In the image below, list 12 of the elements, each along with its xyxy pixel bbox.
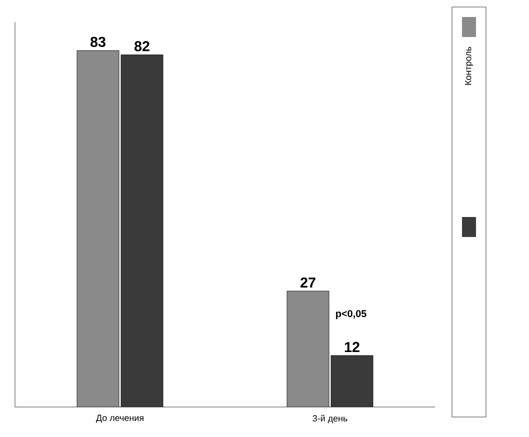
data-label: 83 bbox=[90, 36, 106, 47]
bar bbox=[286, 290, 330, 407]
annotation: p<0,05 bbox=[336, 310, 366, 320]
data-label: 12 bbox=[344, 342, 360, 352]
x-tick-label: 3-й день bbox=[312, 414, 348, 424]
legend-label: Контроль bbox=[464, 46, 474, 85]
x-tick-label: До лечения bbox=[96, 414, 144, 423]
bar bbox=[77, 50, 120, 407]
bar bbox=[330, 355, 374, 407]
data-label: 82 bbox=[134, 41, 150, 52]
bar bbox=[120, 54, 163, 407]
data-label: 27 bbox=[300, 278, 316, 288]
